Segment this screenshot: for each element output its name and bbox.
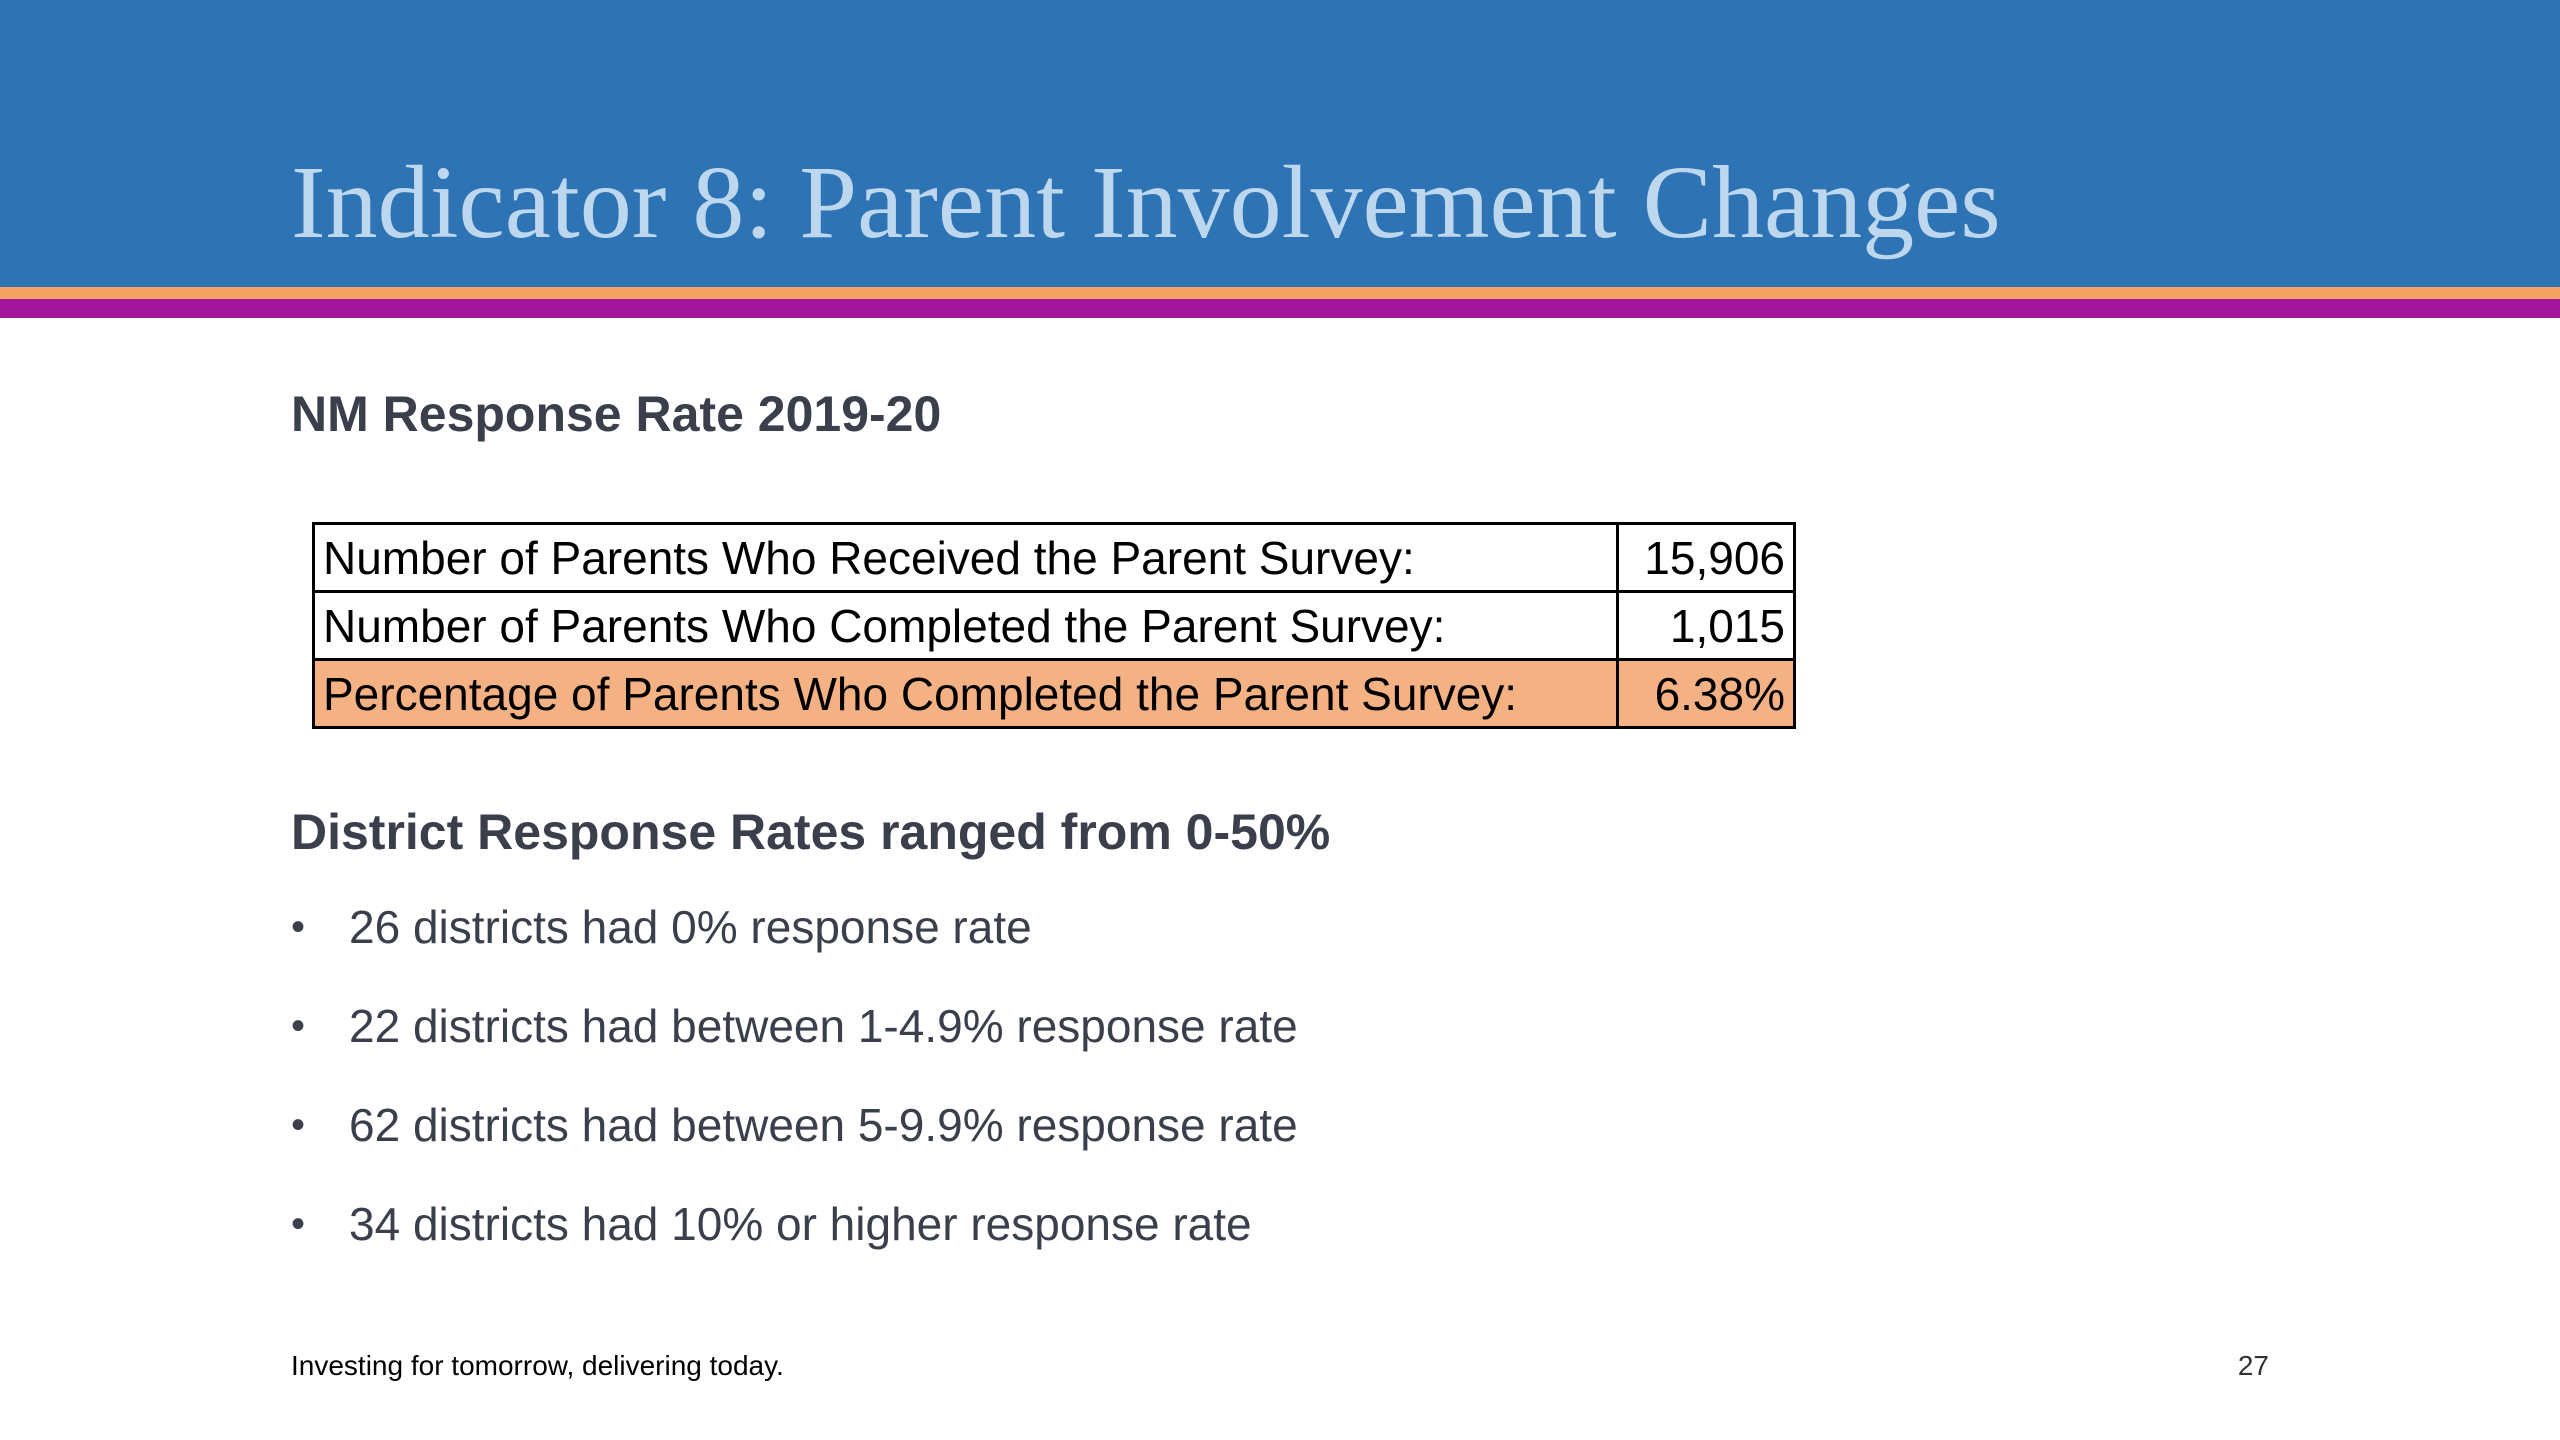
bullet-icon: • — [291, 1103, 306, 1147]
header-band — [0, 0, 2560, 287]
list-item-text: 26 districts had 0% response rate — [349, 901, 1032, 953]
footer-tagline: Investing for tomorrow, delivering today… — [291, 1350, 784, 1381]
list-item-text: 22 districts had between 1-4.9% response… — [349, 1000, 1298, 1052]
header-stripe-orange — [0, 287, 2560, 299]
response-rate-table: Number of Parents Who Received the Paren… — [312, 522, 1796, 729]
bullet-icon: • — [291, 1202, 306, 1246]
table-cell-label: Number of Parents Who Completed the Pare… — [312, 590, 1619, 661]
bullet-icon: • — [291, 1004, 306, 1048]
district-rates-heading: District Response Rates ranged from 0-50… — [291, 804, 1331, 860]
list-item: • 26 districts had 0% response rate — [291, 900, 1298, 999]
table-cell-label: Percentage of Parents Who Completed the … — [312, 658, 1619, 729]
list-item-text: 62 districts had between 5-9.9% response… — [349, 1099, 1298, 1151]
table-row: Number of Parents Who Received the Paren… — [312, 522, 1796, 593]
list-item: • 62 districts had between 5-9.9% respon… — [291, 1098, 1298, 1197]
table-cell-label: Number of Parents Who Received the Paren… — [312, 522, 1619, 593]
table-row: Number of Parents Who Completed the Pare… — [312, 590, 1796, 661]
table-cell-value: 6.38% — [1616, 658, 1796, 729]
header-stripe-magenta — [0, 299, 2560, 318]
table-cell-value: 1,015 — [1616, 590, 1796, 661]
bullet-icon: • — [291, 905, 306, 949]
list-item: • 34 districts had 10% or higher respons… — [291, 1197, 1298, 1296]
district-rates-list: • 26 districts had 0% response rate • 22… — [291, 900, 1298, 1296]
response-rate-heading: NM Response Rate 2019-20 — [291, 386, 942, 442]
list-item: • 22 districts had between 1-4.9% respon… — [291, 999, 1298, 1098]
table-cell-value: 15,906 — [1616, 522, 1796, 593]
slide-title: Indicator 8: Parent Involvement Changes — [291, 145, 2001, 260]
table-row-highlighted: Percentage of Parents Who Completed the … — [312, 658, 1796, 729]
list-item-text: 34 districts had 10% or higher response … — [349, 1198, 1252, 1250]
page-number: 27 — [2237, 1350, 2269, 1381]
